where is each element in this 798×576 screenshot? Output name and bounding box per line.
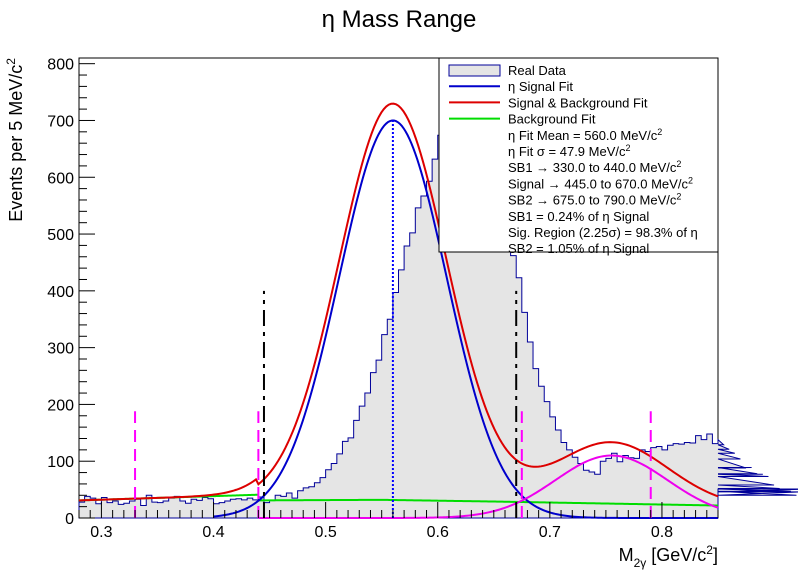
legend-entry-label: Real Data	[508, 63, 567, 78]
legend-swatch-real-data	[448, 64, 501, 77]
y-tick-label: 800	[47, 57, 74, 74]
legend-stat-text: Signal → 445.0 to 670.0 MeV/c2	[508, 175, 693, 191]
x-tick-label: 0.5	[315, 524, 337, 541]
y-tick-label: 400	[47, 284, 74, 301]
y-tick-label: 100	[47, 454, 74, 471]
background-fit-line	[258, 498, 719, 507]
y-tick-label: 600	[47, 170, 74, 187]
x-tick-label: 0.6	[427, 524, 449, 541]
x-axis-label: M2γ [GeV/c2]	[619, 543, 718, 570]
y-tick-label: 700	[47, 113, 74, 130]
eta-signal-fit-line	[213, 119, 718, 519]
x-tick-label: 0.7	[539, 524, 561, 541]
y-axis-label: Events per 5 MeV/c2	[4, 58, 26, 222]
legend-entry-label: Background Fit	[508, 112, 596, 127]
x-tick-label: 0.4	[202, 524, 224, 541]
second-peak-fit-line	[258, 454, 719, 519]
legend-stat-text: SB1 → 330.0 to 440.0 MeV/c2	[508, 159, 681, 175]
legend-stat-text: SB1 = 0.24% of η Signal	[508, 209, 649, 224]
x-tick-label: 0.3	[90, 524, 112, 541]
legend-stat-text: Sig. Region (2.25σ) = 98.3% of η	[508, 225, 698, 240]
legend-stat-text: SB2 = 1.05% of η Signal	[508, 241, 649, 256]
legend-stat-text: SB2 → 675.0 to 790.0 MeV/c2	[508, 192, 681, 208]
legend-stat-text: η Fit Mean = 560.0 MeV/c2	[508, 127, 662, 143]
x-tick-label: 0.8	[651, 524, 673, 541]
axis-ticks	[78, 63, 719, 519]
y-tick-label: 0	[65, 511, 74, 528]
chart-title: η Mass Range	[322, 6, 477, 33]
signal-background-fit-line	[78, 102, 719, 502]
legend-box	[438, 57, 719, 253]
legend-entry-label: Signal & Background Fit	[508, 95, 648, 110]
legend-stat-text: η Fit σ = 47.9 MeV/c2	[508, 143, 631, 159]
legend-entry-label: η Signal Fit	[508, 79, 573, 94]
y-tick-label: 300	[47, 341, 74, 358]
y-tick-label: 200	[47, 397, 74, 414]
y-tick-label: 500	[47, 227, 74, 244]
